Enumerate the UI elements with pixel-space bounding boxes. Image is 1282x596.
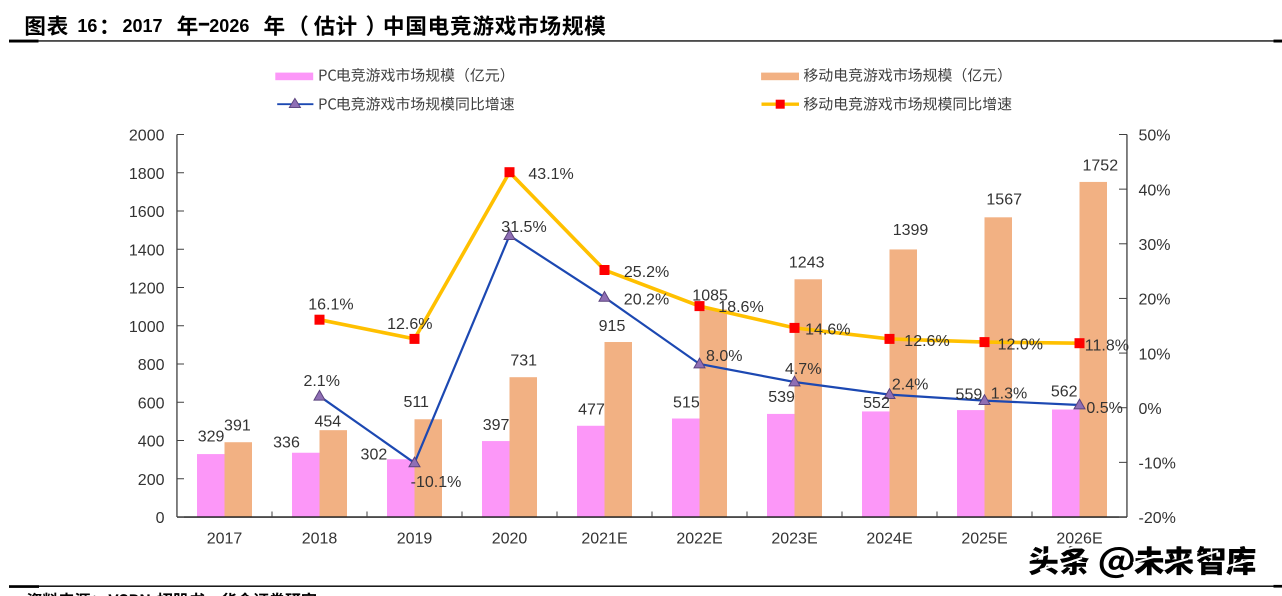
svg-text:2023E: 2023E	[771, 530, 817, 547]
svg-text:2019: 2019	[397, 530, 433, 547]
svg-text:559: 559	[956, 387, 983, 404]
svg-text:511: 511	[403, 394, 429, 411]
svg-text:515: 515	[673, 395, 700, 412]
svg-text:477: 477	[578, 402, 605, 419]
svg-text:8.0%: 8.0%	[706, 348, 742, 365]
svg-text:18.6%: 18.6%	[718, 299, 763, 316]
svg-text:1000: 1000	[129, 319, 165, 336]
svg-text:1752: 1752	[1083, 158, 1119, 175]
svg-text:40%: 40%	[1139, 182, 1171, 199]
svg-text:2018: 2018	[302, 530, 338, 547]
svg-text:400: 400	[138, 434, 165, 451]
svg-text:1085: 1085	[692, 288, 728, 305]
svg-text:2017: 2017	[207, 530, 243, 547]
svg-text:14.6%: 14.6%	[805, 322, 850, 339]
svg-text:552: 552	[863, 395, 890, 412]
svg-text:12.0%: 12.0%	[998, 337, 1043, 354]
svg-text:800: 800	[138, 357, 165, 374]
svg-text:329: 329	[198, 429, 225, 446]
svg-text:2.4%: 2.4%	[892, 377, 928, 394]
svg-text:30%: 30%	[1139, 237, 1171, 254]
svg-text:915: 915	[599, 318, 626, 335]
svg-text:25.2%: 25.2%	[624, 264, 669, 281]
svg-text:731: 731	[510, 352, 537, 369]
svg-text:2025E: 2025E	[961, 530, 1007, 547]
svg-text:0.5%: 0.5%	[1086, 400, 1122, 417]
svg-text:2024E: 2024E	[866, 530, 912, 547]
svg-text:0%: 0%	[1139, 401, 1162, 418]
svg-text:200: 200	[138, 472, 165, 489]
svg-text:2017: 2017	[123, 16, 163, 36]
svg-text:1.3%: 1.3%	[991, 386, 1027, 403]
svg-text:16.1%: 16.1%	[308, 296, 353, 313]
svg-text:2022E: 2022E	[676, 530, 722, 547]
svg-text:539: 539	[768, 389, 795, 406]
svg-text:-10%: -10%	[1139, 456, 1176, 473]
svg-text:2000: 2000	[129, 128, 165, 145]
svg-text:43.1%: 43.1%	[528, 166, 573, 183]
svg-text:31.5%: 31.5%	[501, 219, 546, 236]
svg-text:20.2%: 20.2%	[624, 292, 669, 309]
svg-text:12.6%: 12.6%	[387, 316, 432, 333]
svg-text:1399: 1399	[893, 222, 929, 239]
svg-text:16: 16	[77, 16, 97, 36]
svg-text:11.8%: 11.8%	[1085, 338, 1129, 355]
svg-text:1200: 1200	[129, 281, 165, 298]
svg-text:50%: 50%	[1139, 128, 1171, 145]
svg-text:2026E: 2026E	[1056, 530, 1102, 547]
svg-text:1600: 1600	[129, 204, 165, 221]
svg-text:1400: 1400	[129, 242, 165, 259]
svg-text:2026: 2026	[209, 16, 249, 36]
svg-text:2021E: 2021E	[581, 530, 627, 547]
svg-text:391: 391	[224, 417, 251, 434]
svg-text:600: 600	[138, 395, 165, 412]
svg-text:-20%: -20%	[1139, 510, 1176, 527]
svg-text:10%: 10%	[1139, 346, 1171, 363]
svg-text:1800: 1800	[129, 166, 165, 183]
svg-text:2020: 2020	[492, 530, 528, 547]
svg-text:0: 0	[156, 510, 165, 527]
svg-text:1567: 1567	[986, 192, 1022, 209]
svg-text:397: 397	[483, 417, 510, 434]
svg-text:1243: 1243	[789, 255, 825, 272]
svg-text:4.7%: 4.7%	[785, 361, 821, 378]
svg-text:12.6%: 12.6%	[904, 333, 949, 350]
svg-text:302: 302	[361, 446, 388, 463]
svg-text:2.1%: 2.1%	[303, 373, 339, 390]
svg-text:454: 454	[314, 413, 341, 430]
svg-text:20%: 20%	[1139, 292, 1171, 309]
svg-text:336: 336	[273, 434, 300, 451]
svg-text:562: 562	[1051, 384, 1078, 401]
svg-text:-10.1%: -10.1%	[411, 474, 462, 491]
